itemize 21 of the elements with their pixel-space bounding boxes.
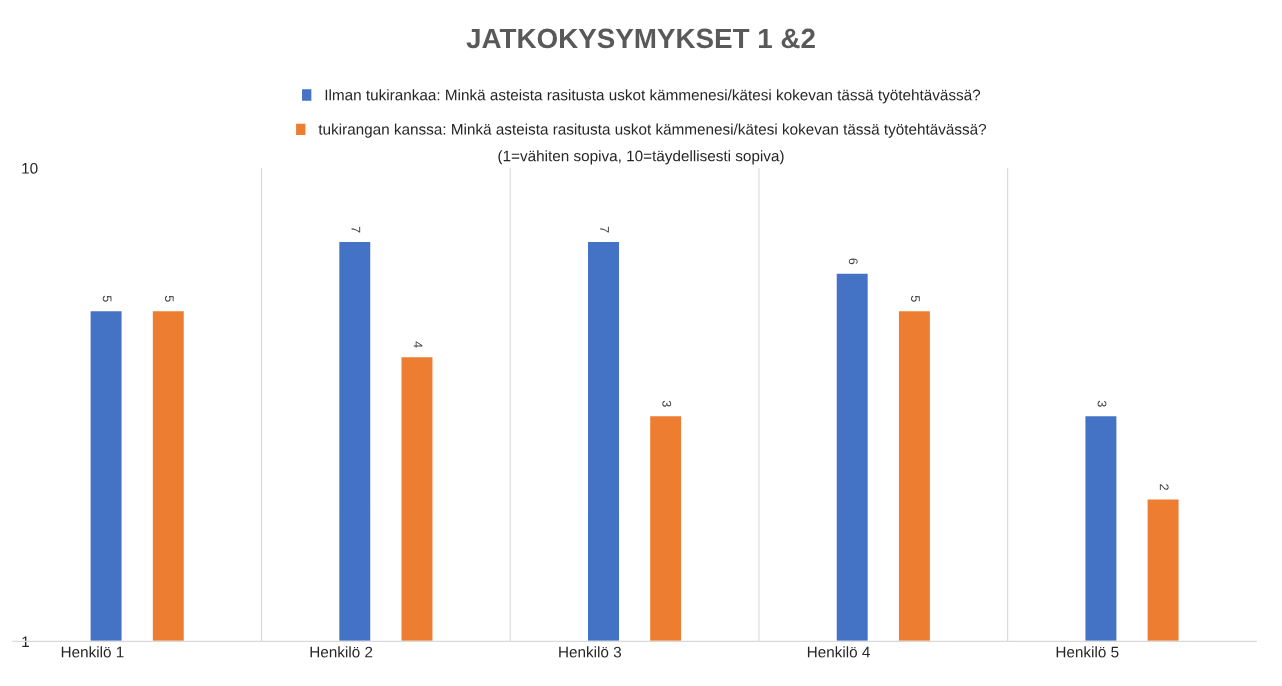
data-label: 4 [413,341,423,348]
chart-subtitle: (1=vähiten sopiva, 10=täydellisesti sopiva) [498,150,784,165]
data-label: 7 [351,226,361,233]
y-tick-label: 1 [22,636,29,647]
x-tick-label: Henkilö 2 [310,646,373,658]
data-label: 6 [848,258,858,265]
x-tick-label: Henkilö 5 [1056,646,1119,658]
data-label: 3 [662,400,672,407]
data-label: 5 [164,295,174,302]
data-label: 5 [911,295,920,302]
y-tick-label: 10 [22,162,38,174]
x-tick-label: Henkilö 1 [61,646,124,658]
legend-label: tukirangan kanssa: Minkä asteista rasitusta uskot kämmenesi/kätesi kokevan tässä työtehtävässä? [318,123,987,138]
data-label: 2 [1159,484,1169,490]
data-label: 7 [600,226,609,233]
data-label: 5 [102,295,112,302]
chart-title: JATKOKYSYMYKSET 1 &2 [466,28,815,49]
data-label: 3 [1097,400,1107,407]
legend-label: Ilman tukirankaa: Minkä asteista rasitusta uskot kämmenesi/kätesi kokevan tässä työtehtävässä? [325,89,981,104]
x-tick-label: Henkilö 3 [559,646,621,658]
x-tick-label: Henkilö 4 [807,646,870,658]
